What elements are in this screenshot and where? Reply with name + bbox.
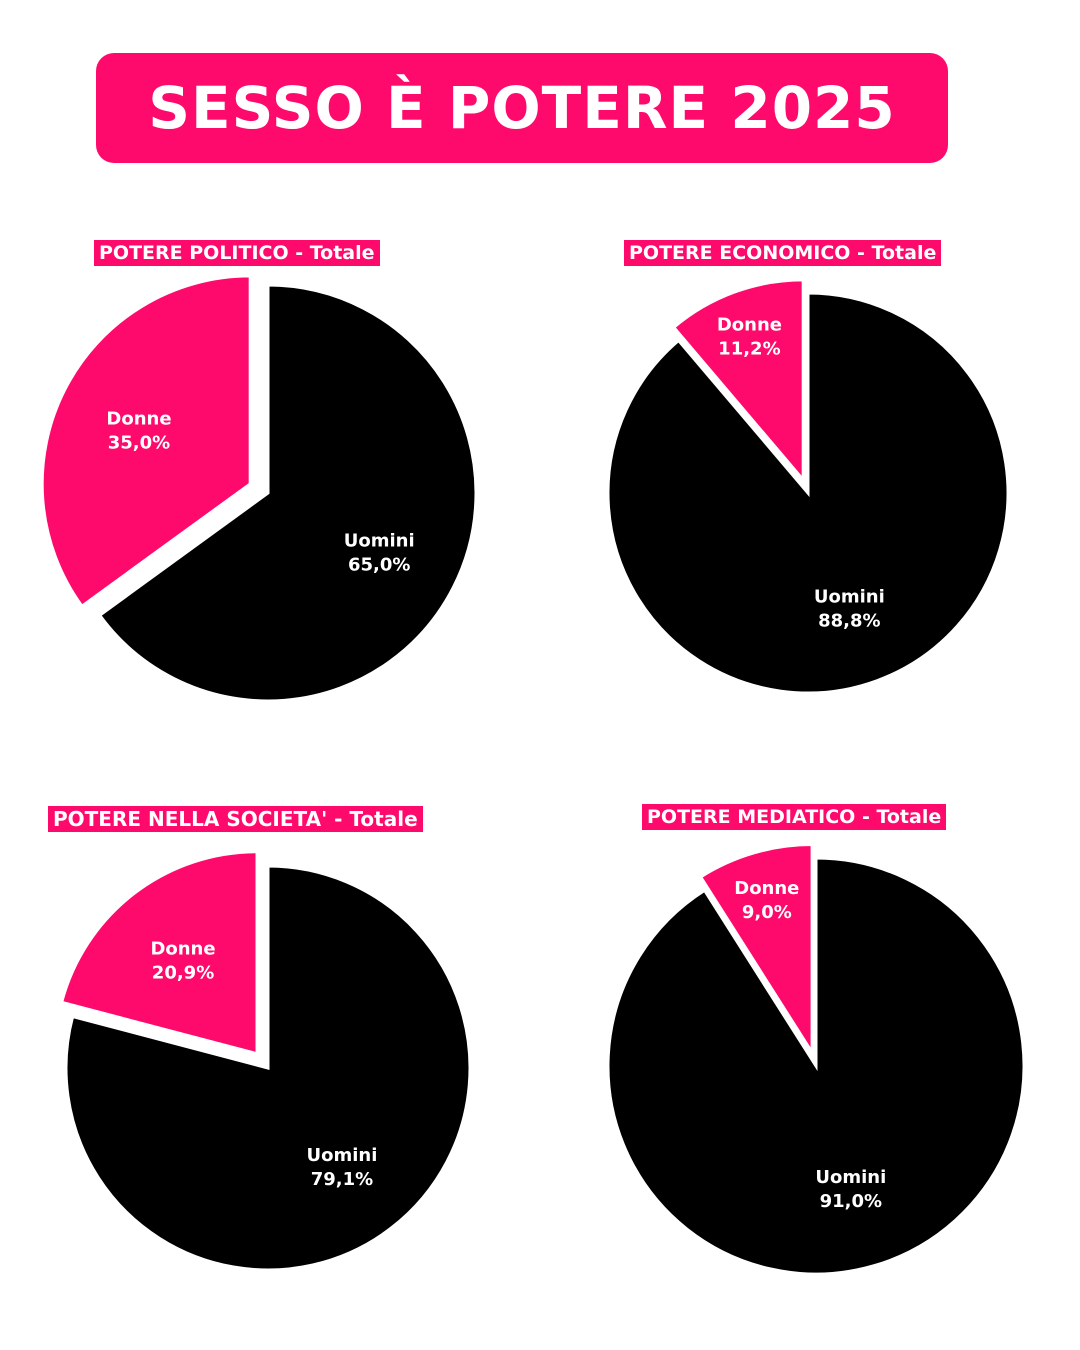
chart-title-potere-economico: POTERE ECONOMICO - Totale bbox=[624, 240, 942, 266]
pie-slice-societa-uomini bbox=[64, 864, 472, 1272]
pie-slice-mediatico-uomini bbox=[606, 856, 1026, 1276]
pie-slice-mediatico-donne bbox=[698, 843, 814, 1058]
slice-value-economico-donne: 11,2% bbox=[718, 338, 780, 359]
chart-title-potere-societa: POTERE NELLA SOCIETA' - Totale bbox=[48, 806, 423, 832]
pie-slice-economico-uomini bbox=[606, 291, 1010, 695]
slice-value-societa-uomini: 79,1% bbox=[311, 1169, 373, 1190]
pie-slice-societa-donne bbox=[59, 850, 259, 1056]
pie-slice-politico-uomini bbox=[97, 283, 478, 703]
slice-name-mediatico-donne: Donne bbox=[734, 878, 799, 899]
slice-name-economico-uomini: Uomini bbox=[814, 587, 885, 608]
slice-value-societa-donne: 20,9% bbox=[152, 963, 214, 984]
slice-name-societa-uomini: Uomini bbox=[307, 1145, 378, 1166]
slice-value-economico-uomini: 88,8% bbox=[818, 611, 880, 632]
slice-value-politico-donne: 35,0% bbox=[108, 432, 170, 453]
slice-name-economico-donne: Donne bbox=[717, 314, 782, 335]
page-title: SESSO È POTERE 2025 bbox=[148, 74, 896, 142]
chart-title-potere-mediatico: POTERE MEDIATICO - Totale bbox=[642, 804, 947, 830]
slice-name-politico-uomini: Uomini bbox=[344, 531, 415, 552]
chart-title-potere-politico: POTERE POLITICO - Totale bbox=[94, 240, 380, 266]
slice-value-mediatico-donne: 9,0% bbox=[742, 902, 792, 923]
pie-slice-politico-donne bbox=[40, 274, 252, 609]
slice-name-politico-donne: Donne bbox=[106, 408, 171, 429]
pie-slice-economico-donne bbox=[671, 278, 805, 484]
title-banner: SESSO È POTERE 2025 bbox=[96, 53, 948, 163]
slice-name-mediatico-uomini: Uomini bbox=[815, 1167, 886, 1188]
slice-value-mediatico-uomini: 91,0% bbox=[820, 1191, 882, 1212]
slice-name-societa-donne: Donne bbox=[150, 939, 215, 960]
slice-value-politico-uomini: 65,0% bbox=[348, 555, 410, 576]
